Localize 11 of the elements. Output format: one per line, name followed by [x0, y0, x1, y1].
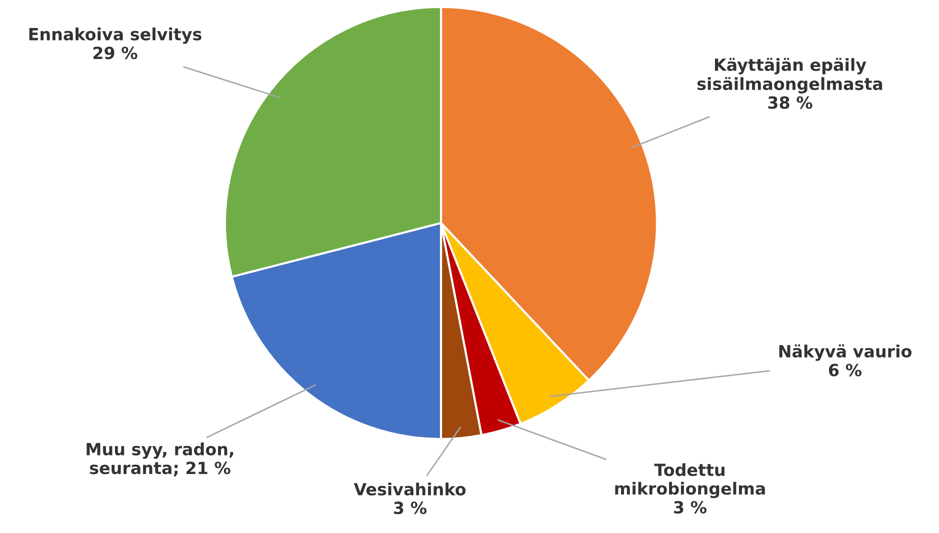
slice-label: Käyttäjän epäily sisäilmaongelmasta [697, 58, 882, 94]
data-label: 29 % [93, 46, 138, 60]
data-label: 6 % [828, 364, 862, 376]
slice-label: Vesivahinko [354, 482, 466, 496]
data-label: 3 % [674, 500, 707, 514]
slice-label: Ennakoiva selvitys [29, 28, 202, 44]
slice-label: Näkyvä vaurio [779, 344, 912, 361]
data-label: 38 % [768, 96, 812, 109]
data-label: 3 % [394, 502, 427, 514]
slice-label: Muu syy, radon, seuranta; 21 % [86, 442, 234, 476]
slice-label: Todettu mikrobiongelma [615, 463, 765, 498]
